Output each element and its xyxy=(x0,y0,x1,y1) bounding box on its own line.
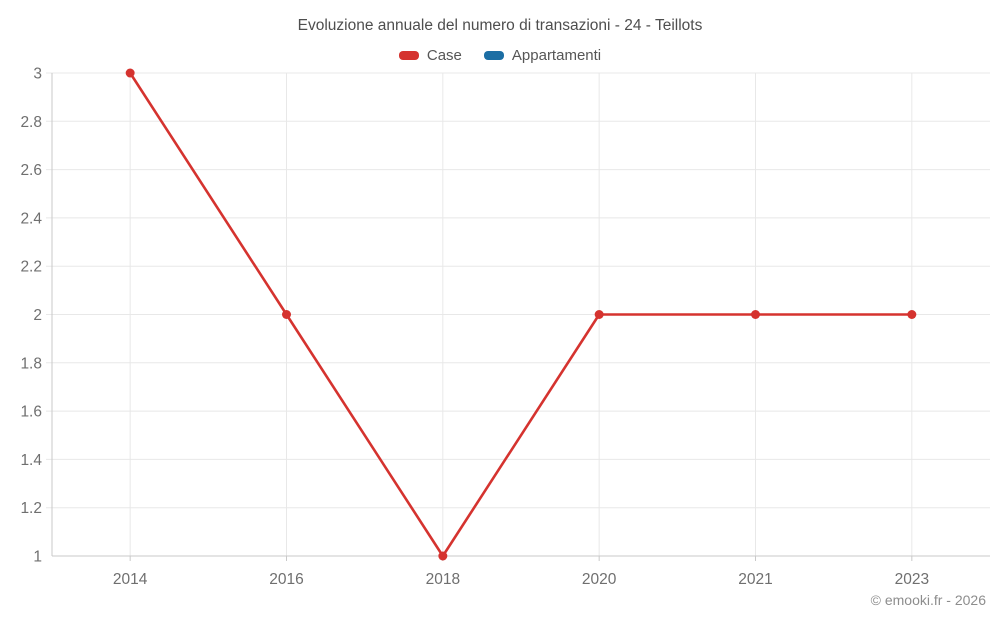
data-point-case-2014 xyxy=(125,68,135,78)
y-tick-label: 1.6 xyxy=(20,404,42,421)
x-tick-label: 2018 xyxy=(426,571,460,588)
attribution: © emooki.fr - 2026 xyxy=(870,592,986,608)
y-tick-label: 1.4 xyxy=(20,452,42,469)
x-tick-label: 2016 xyxy=(269,571,303,588)
legend-swatch-case xyxy=(398,51,419,60)
legend: Case Appartamenti xyxy=(0,47,1000,64)
data-point-case-2016 xyxy=(282,310,291,319)
y-tick-label: 2.8 xyxy=(20,114,42,131)
data-point-case-2021 xyxy=(751,310,760,319)
y-tick-label: 1.2 xyxy=(20,500,42,517)
series-line-case xyxy=(128,71,914,558)
y-tick-label: 2.2 xyxy=(20,259,42,276)
y-tick-label: 2.6 xyxy=(20,162,42,179)
legend-label-appartamenti: Appartamenti xyxy=(511,47,602,64)
legend-item-appartamenti[interactable]: Appartamenti xyxy=(483,47,602,64)
y-tick-label: 3 xyxy=(33,66,42,83)
data-point-case-2023 xyxy=(907,310,917,319)
x-tick-label: 2021 xyxy=(738,571,772,588)
x-tick-label: 2014 xyxy=(113,571,148,588)
data-point-case-2020 xyxy=(594,310,604,319)
y-tick-label: 1 xyxy=(33,549,42,566)
legend-swatch-appartamenti xyxy=(483,51,504,60)
data-point-case-2018 xyxy=(438,551,448,561)
legend-item-case[interactable]: Case xyxy=(398,47,462,64)
y-tick-label: 1.8 xyxy=(20,355,42,372)
x-tick-label: 2020 xyxy=(582,571,617,588)
y-tick-label: 2 xyxy=(33,307,42,324)
chart-title: Evoluzione annuale del numero di transaz… xyxy=(297,17,703,34)
x-tick-label: 2023 xyxy=(895,571,929,588)
legend-label-case: Case xyxy=(426,47,462,64)
y-tick-label: 2.4 xyxy=(20,210,42,227)
